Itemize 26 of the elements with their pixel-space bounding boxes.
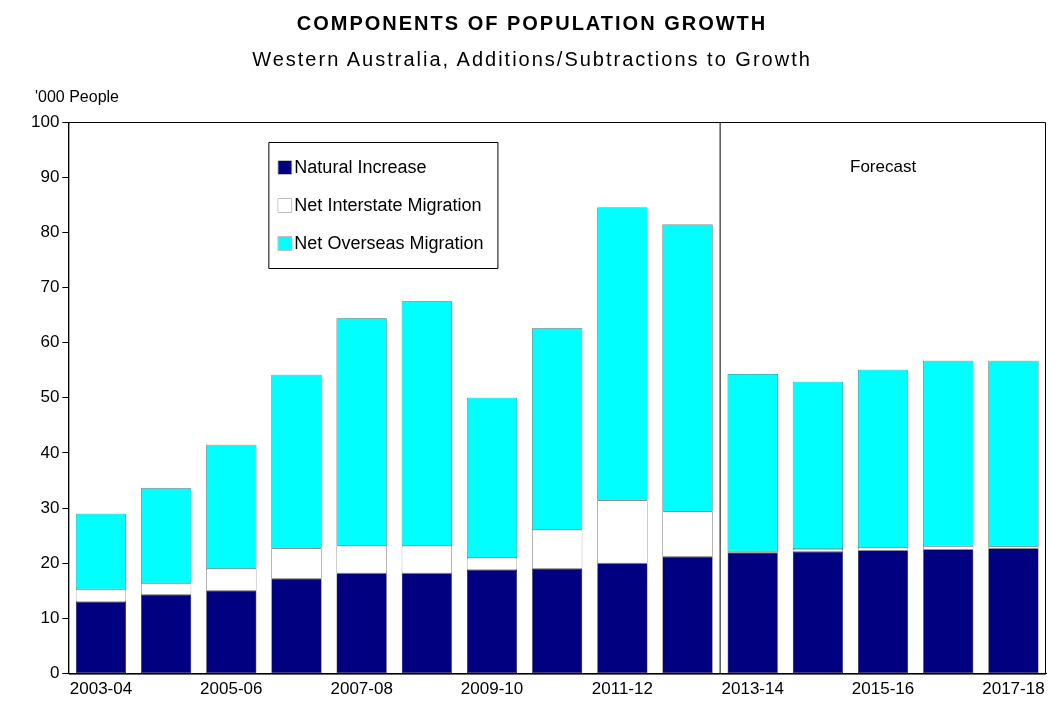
legend-label: Net Interstate Migration [294, 194, 482, 215]
y-axis-title: '000 People [35, 88, 120, 106]
x-tick-label: 2005-06 [200, 679, 263, 699]
y-tick-label: 90 [40, 166, 60, 186]
legend-label: Net Overseas Migration [294, 232, 484, 253]
y-tick-label: 70 [40, 277, 60, 297]
y-tick-label: 80 [40, 222, 60, 242]
chart-title: COMPONENTS OF POPULATION GROWTH [295, 12, 769, 35]
y-tick-label: 50 [40, 387, 60, 407]
y-tick-label: 0 [49, 663, 60, 683]
y-tick-label: 100 [30, 111, 60, 131]
y-tick-label: 40 [40, 442, 60, 462]
chart-subtitle: Western Australia, Additions/Subtractions to Growth [251, 48, 813, 71]
y-tick-label: 60 [40, 332, 60, 352]
x-tick-label: 2003-04 [69, 679, 133, 699]
x-tick-label: 2015-16 [851, 679, 915, 699]
x-tick-label: 2017-18 [982, 679, 1045, 699]
x-tick-label: 2011-12 [591, 679, 653, 699]
annotation: Forecast [849, 156, 917, 176]
x-tick-label: 2007-08 [330, 679, 393, 699]
x-tick-label: 2009-10 [460, 679, 524, 699]
y-tick-label: 30 [40, 497, 60, 517]
legend-label: Natural Increase [294, 156, 427, 177]
x-tick-label: 2013-14 [721, 679, 784, 699]
y-tick-label: 10 [40, 608, 60, 628]
y-tick-label: 20 [40, 552, 60, 572]
